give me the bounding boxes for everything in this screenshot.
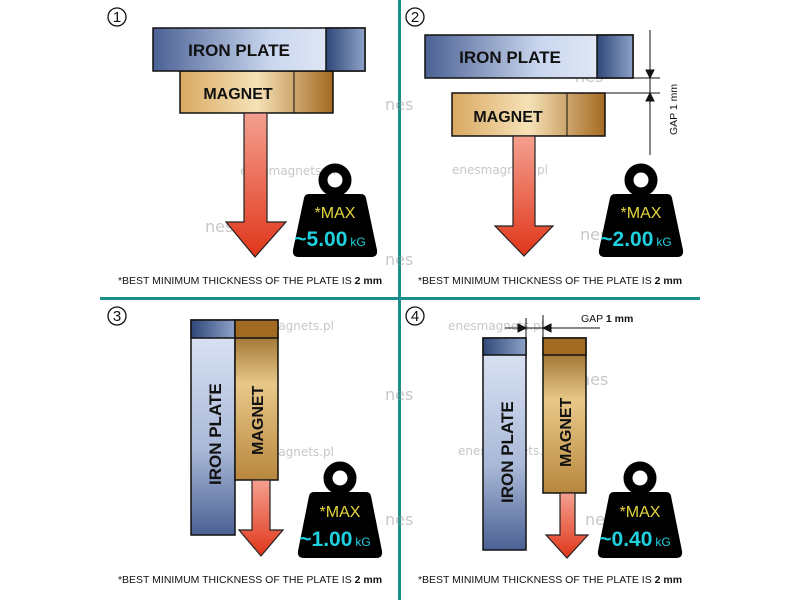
plate-thickness-note: *BEST MINIMUM THICKNESS OF THE PLATE IS … xyxy=(118,574,382,586)
magnet-block: MAGNET xyxy=(179,70,334,114)
svg-text:nes: nes xyxy=(385,385,413,404)
force-arrow xyxy=(544,492,590,559)
force-arrow xyxy=(224,112,288,258)
panel-number: 3 xyxy=(113,308,121,325)
magnet-label: MAGNET xyxy=(473,109,543,126)
force-value: ~1.00 xyxy=(299,528,352,551)
iron-plate-label: IRON PLATE xyxy=(206,383,225,485)
iron-plate-label: IRON PLATE xyxy=(498,401,517,503)
gap-dimension xyxy=(505,315,600,345)
magnet-label: MAGNET xyxy=(558,397,575,467)
gap-label: GAP 1 mm xyxy=(668,84,680,135)
iron-plate: IRON PLATE xyxy=(424,34,634,79)
magnet-label: MAGNET xyxy=(250,385,267,455)
svg-text:*MAX: *MAX xyxy=(320,504,361,521)
weight-icon: *MAX ~5.00 kG xyxy=(292,163,378,257)
magnet-block: MAGNET xyxy=(451,92,606,137)
svg-text:*MAX: *MAX xyxy=(315,205,356,222)
iron-plate-label: IRON PLATE xyxy=(459,48,561,67)
iron-plate: IRON PLATE xyxy=(190,319,236,536)
magnet-block: MAGNET xyxy=(542,337,587,494)
force-value: ~2.00 xyxy=(600,228,653,251)
iron-plate-label: IRON PLATE xyxy=(188,41,290,60)
svg-text:enesmagnets.pl: enesmagnets.pl xyxy=(448,319,544,333)
force-value: ~0.40 xyxy=(599,528,652,551)
plate-thickness-note: *BEST MINIMUM THICKNESS OF THE PLATE IS … xyxy=(418,275,682,287)
iron-plate: IRON PLATE xyxy=(482,337,527,551)
force-arrow xyxy=(493,135,555,257)
force-arrow xyxy=(237,479,285,557)
panel-2: 2 IRON PLATE MAGNET GAP 1 mm *MAX ~2.00 k… xyxy=(405,7,684,287)
force-value: ~5.00 xyxy=(294,228,347,251)
svg-text:nes: nes xyxy=(580,370,608,389)
weight-icon: *MAX ~0.40 kG xyxy=(597,461,683,558)
panel-1: 1 MAGNET IRON PLATE *MAX ~5.00 kG *BEST M… xyxy=(107,7,382,287)
plate-thickness-note: *BEST MINIMUM THICKNESS OF THE PLATE IS … xyxy=(418,574,682,586)
panel-number: 1 xyxy=(113,9,121,26)
weight-icon: *MAX ~2.00 kG xyxy=(598,163,684,257)
panel-3: 3 IRON PLATE MAGNET *MAX ~1.00 kG *BEST M… xyxy=(107,306,383,586)
svg-text:*MAX: *MAX xyxy=(620,504,661,521)
gap-dimension xyxy=(605,30,660,155)
svg-text:nes: nes xyxy=(385,250,413,269)
gap-label: GAP 1 mm xyxy=(581,313,633,325)
svg-text:nes: nes xyxy=(385,95,413,114)
svg-text:*MAX: *MAX xyxy=(621,205,662,222)
svg-text:nes: nes xyxy=(580,225,608,244)
svg-text:nes: nes xyxy=(385,510,413,529)
panel-4: 4 IRON PLATE MAGNET GAP 1 mm *MAX ~0.40 k… xyxy=(405,306,683,586)
magnet-block: MAGNET xyxy=(234,319,279,481)
weight-icon: *MAX ~1.00 kG xyxy=(297,461,383,558)
panel-number: 4 xyxy=(411,308,419,325)
plate-thickness-note: *BEST MINIMUM THICKNESS OF THE PLATE IS … xyxy=(118,275,382,287)
horizontal-divider xyxy=(100,297,700,300)
panel-number: 2 xyxy=(411,9,419,26)
magnet-label: MAGNET xyxy=(203,86,273,103)
iron-plate: IRON PLATE xyxy=(152,27,366,72)
